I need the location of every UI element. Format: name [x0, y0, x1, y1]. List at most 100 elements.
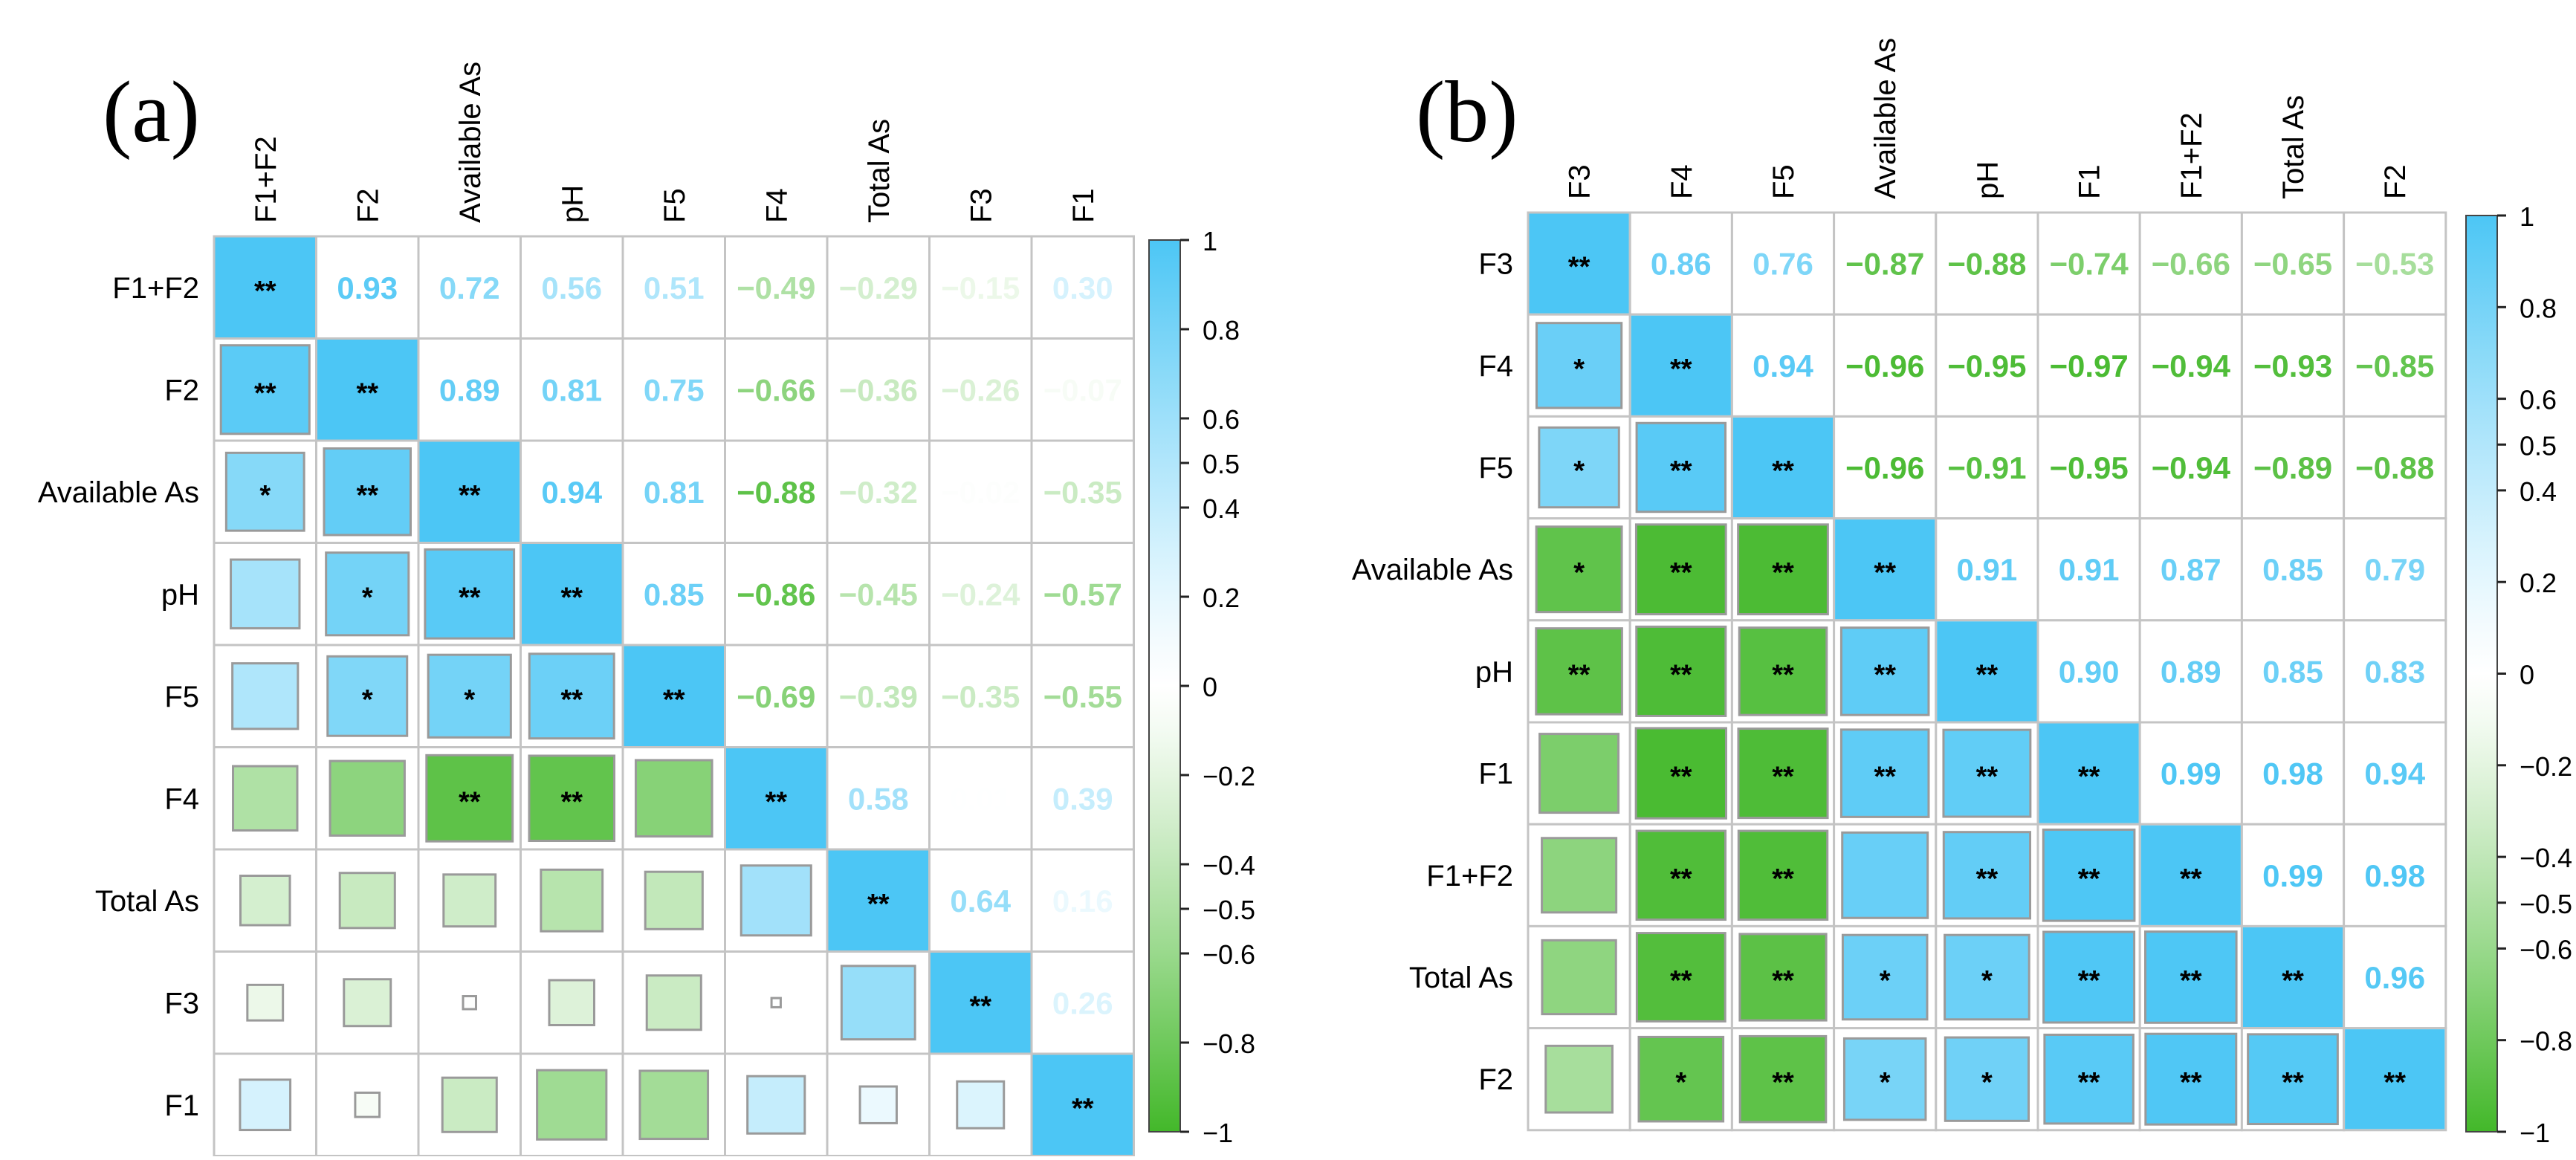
correlation-square [1544, 1044, 1614, 1114]
colorbar-tick-label: 0.4 [1203, 493, 1240, 524]
colorbar-tick-label: 0.2 [2520, 568, 2557, 598]
correlation-square [1842, 1037, 1927, 1121]
row-label-f4: F4 [164, 782, 199, 815]
coefficient-label: −0.49 [737, 270, 815, 305]
grid-cell [2343, 211, 2447, 316]
diagonal-cell [1032, 1054, 1133, 1155]
correlation-square [2144, 1032, 2238, 1126]
coefficient-label: −0.35 [941, 679, 1020, 714]
grid-cell [1030, 644, 1135, 748]
column-label-f1-f2: F1+F2 [250, 136, 282, 223]
correlation-square [740, 864, 812, 937]
colorbar [2465, 215, 2498, 1133]
coefficient-label: 0.94 [541, 475, 602, 510]
grid-cell [928, 542, 1033, 647]
coefficient-label: −0.87 [1845, 247, 1924, 282]
coefficient-label: −0.15 [941, 270, 1020, 305]
grid-cell [417, 235, 522, 340]
coefficient-label: −0.36 [839, 372, 918, 407]
significance-mark: ** [1072, 1093, 1094, 1124]
significance-mark: * [362, 582, 373, 613]
correlation-square [325, 551, 410, 637]
correlation-square [2042, 930, 2136, 1024]
significance-mark: ** [2078, 762, 2100, 793]
row-label-ph: pH [161, 578, 199, 611]
coefficient-label: 0.85 [2262, 552, 2323, 587]
correlation-square [548, 979, 596, 1027]
coefficient-label: 0.75 [644, 372, 705, 407]
panel-label-b: (b) [1416, 63, 1518, 161]
correlation-square [644, 870, 704, 930]
diagonal-cell [726, 748, 826, 849]
grid-cell [1030, 542, 1135, 647]
correlation-square [2043, 1033, 2135, 1125]
significance-mark: ** [1670, 354, 1692, 385]
coefficient-label: 0.87 [2161, 552, 2221, 587]
colorbar-tick-label: −1 [2520, 1118, 2550, 1148]
coefficient-label: 0.94 [2364, 756, 2425, 791]
row-label-available-as: Available As [1352, 554, 1513, 586]
coefficient-label: 0.94 [1753, 349, 1813, 383]
grid-cell [417, 337, 522, 442]
significance-mark: ** [459, 480, 481, 511]
diagonal-cell [1835, 519, 1935, 620]
coefficient-label: 0.85 [644, 577, 705, 612]
significance-mark: ** [1874, 557, 1896, 589]
significance-mark: ** [1772, 762, 1794, 793]
correlation-square [2042, 829, 2136, 922]
coefficient-label: −0.55 [1043, 679, 1122, 714]
grid-cell [2240, 313, 2346, 418]
correlation-square [424, 548, 516, 640]
colorbar-tick-label: −0.2 [1203, 761, 1255, 791]
significance-mark: ** [560, 786, 583, 817]
grid-cell [928, 235, 1033, 340]
significance-mark: ** [459, 582, 481, 613]
coefficient-label: −0.29 [839, 270, 918, 305]
colorbar-tick-label: 0.2 [1203, 583, 1240, 613]
grid-cell [2138, 211, 2243, 316]
correlation-square [323, 447, 412, 537]
column-label-f1: F1 [2074, 164, 2106, 199]
coefficient-label: 0.99 [2262, 858, 2323, 893]
coefficient-label: −0.86 [737, 577, 815, 612]
correlation-square [1538, 733, 1620, 814]
significance-mark: ** [1568, 252, 1590, 283]
column-label-f5: F5 [1767, 164, 1800, 199]
column-label-f4: F4 [1666, 164, 1698, 199]
grid-cell [1030, 439, 1135, 544]
row-label-f5: F5 [1478, 452, 1513, 485]
grid-cell [826, 746, 931, 851]
diagonal-cell [522, 544, 622, 644]
coefficient-label: 0.89 [2161, 654, 2221, 689]
coefficient-label: 0.89 [439, 372, 500, 407]
coefficient-label: −0.32 [839, 475, 918, 510]
grid-cell [1730, 211, 1836, 316]
coefficient-label: 0.81 [541, 372, 602, 407]
coefficient-label: 0.76 [1753, 247, 1813, 282]
colorbar-tick-label: −0.4 [1203, 850, 1255, 881]
significance-mark: * [1675, 1067, 1686, 1098]
diagonal-cell [1732, 417, 1834, 518]
significance-mark: ** [2180, 863, 2202, 895]
grid-cell [2240, 823, 2346, 927]
correlation-square [1839, 626, 1930, 716]
grid-cell [2138, 415, 2243, 520]
grid-cell [1833, 415, 1938, 520]
correlation-square [1942, 728, 2032, 818]
correlation-square [1634, 523, 1727, 616]
row-label-f1-f2: F1+F2 [1426, 860, 1513, 892]
significance-mark: ** [1670, 557, 1692, 589]
coefficient-label: −0.45 [839, 577, 918, 612]
column-label-f5: F5 [658, 188, 691, 223]
diagonal-cell [931, 953, 1031, 1053]
colorbar-tick-label: 0.6 [1203, 404, 1240, 435]
correlation-square [1535, 322, 1623, 409]
correlation-square [956, 1080, 1006, 1130]
coefficient-label: −0.26 [941, 372, 1020, 407]
colorbar-tick-label: 0 [2520, 660, 2534, 690]
significance-mark: ** [2078, 1067, 2100, 1098]
significance-mark: * [1981, 1067, 1993, 1098]
coefficient-label: −0.24 [941, 577, 1020, 612]
grid-cell [1030, 235, 1135, 340]
correlation-square [746, 1075, 806, 1135]
